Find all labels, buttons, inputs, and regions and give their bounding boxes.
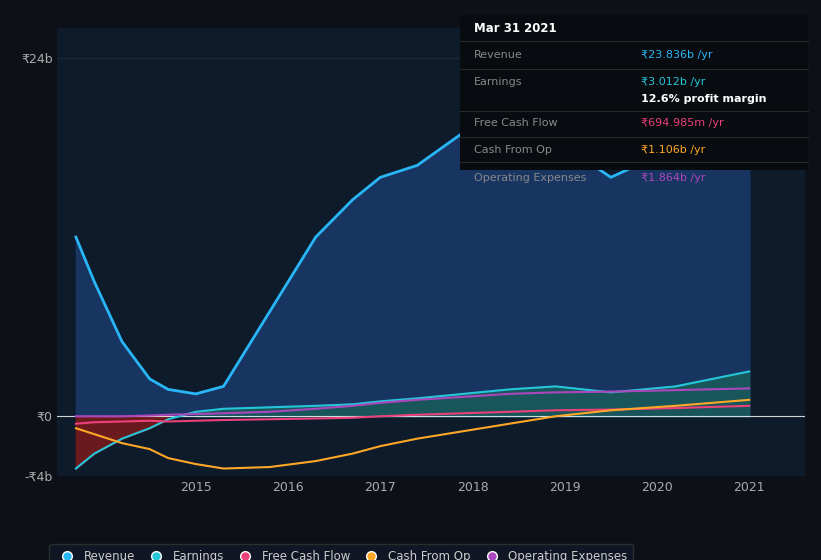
Text: Cash From Op: Cash From Op bbox=[474, 145, 552, 155]
Text: 12.6% profit margin: 12.6% profit margin bbox=[641, 94, 767, 104]
Text: Free Cash Flow: Free Cash Flow bbox=[474, 119, 557, 128]
Legend: Revenue, Earnings, Free Cash Flow, Cash From Op, Operating Expenses: Revenue, Earnings, Free Cash Flow, Cash … bbox=[49, 544, 634, 560]
Text: Mar 31 2021: Mar 31 2021 bbox=[474, 22, 557, 35]
Text: ₹23.836b /yr: ₹23.836b /yr bbox=[641, 50, 713, 60]
Text: Earnings: Earnings bbox=[474, 77, 522, 87]
Text: ₹694.985m /yr: ₹694.985m /yr bbox=[641, 119, 723, 128]
Text: ₹3.012b /yr: ₹3.012b /yr bbox=[641, 77, 705, 87]
Text: Operating Expenses: Operating Expenses bbox=[474, 172, 586, 183]
Text: ₹1.864b /yr: ₹1.864b /yr bbox=[641, 172, 705, 183]
Text: Revenue: Revenue bbox=[474, 50, 523, 60]
Text: ₹1.106b /yr: ₹1.106b /yr bbox=[641, 145, 705, 155]
